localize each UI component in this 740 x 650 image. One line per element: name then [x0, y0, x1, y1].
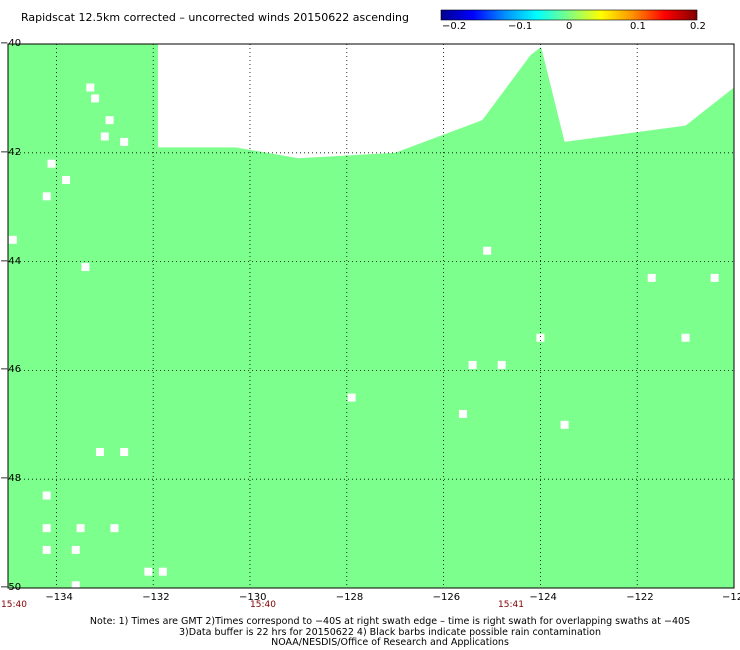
missing-cell	[62, 176, 71, 184]
missing-cell	[120, 137, 129, 146]
no-data-region-north	[158, 44, 546, 159]
missing-cell	[347, 393, 356, 402]
lon-tick-label: −122	[626, 592, 654, 603]
note-line-3: NOAA/NESDIS/Office of Research and Appli…	[271, 637, 509, 648]
missing-cell	[81, 263, 90, 272]
missing-cell	[710, 273, 719, 282]
missing-cell	[42, 192, 51, 201]
lat-tick-label: −48	[0, 473, 22, 485]
missing-cell	[483, 246, 492, 255]
lon-tick-label: −124	[529, 592, 557, 603]
missing-cell	[76, 524, 85, 533]
time-label: 15:41	[498, 600, 524, 610]
missing-cell	[647, 273, 656, 282]
colorbar-tick-label: 0.2	[690, 21, 706, 32]
missing-cell	[458, 409, 467, 418]
note-line-2: 3)Data buffer is 22 hrs for 20150622 4) …	[179, 626, 601, 638]
missing-cell	[110, 524, 119, 533]
colorbar-tick-label: −0.2	[442, 21, 467, 32]
lat-tick-label: −50	[0, 582, 22, 593]
lat-tick-label: −46	[0, 364, 22, 376]
lon-tick-label: −132	[142, 592, 170, 603]
missing-cell	[47, 159, 56, 168]
missing-cell	[536, 333, 545, 342]
missing-cell	[105, 116, 114, 125]
plot-frame	[7, 43, 735, 589]
colorbar	[440, 9, 698, 21]
missing-cell	[71, 545, 80, 554]
missing-cell	[42, 545, 51, 554]
lat-tick-label: −40	[0, 38, 22, 49]
missing-cell	[468, 360, 477, 369]
lat-tick-label: −42	[0, 146, 22, 158]
missing-cell	[86, 83, 95, 92]
colorbar-tick-label: 0.1	[630, 21, 646, 32]
footnotes: Note: 1) Times are GMT 2)Times correspon…	[40, 616, 740, 649]
missing-cell	[95, 448, 104, 456]
colorbar-tick-label: −0.1	[508, 21, 533, 32]
missing-cell	[158, 567, 167, 576]
map-title: Rapidscat 12.5km corrected – uncorrected…	[21, 11, 410, 24]
colorbar-tick-label: 0	[566, 21, 573, 32]
time-label: 15:40	[1, 600, 27, 610]
missing-cell	[144, 567, 153, 576]
missing-cell	[497, 360, 506, 369]
lon-tick-label: −130	[239, 592, 267, 603]
time-label: 15:40	[250, 600, 276, 610]
missing-cell	[681, 333, 690, 342]
lat-tick-label: −44	[0, 255, 22, 267]
lon-tick-label: −126	[432, 592, 461, 603]
lon-tick-label: −134	[45, 592, 73, 603]
missing-cell	[120, 448, 129, 456]
missing-cell	[560, 420, 569, 429]
missing-cell	[91, 94, 100, 103]
missing-cell	[42, 524, 51, 533]
lon-tick-label: −120	[722, 592, 740, 603]
missing-cell	[8, 235, 17, 244]
missing-cell	[42, 491, 51, 500]
missing-cell	[100, 132, 109, 141]
note-line-1: Note: 1) Times are GMT 2)Times correspon…	[89, 616, 691, 627]
missing-cell	[71, 581, 80, 590]
lon-tick-label: −128	[335, 592, 364, 603]
